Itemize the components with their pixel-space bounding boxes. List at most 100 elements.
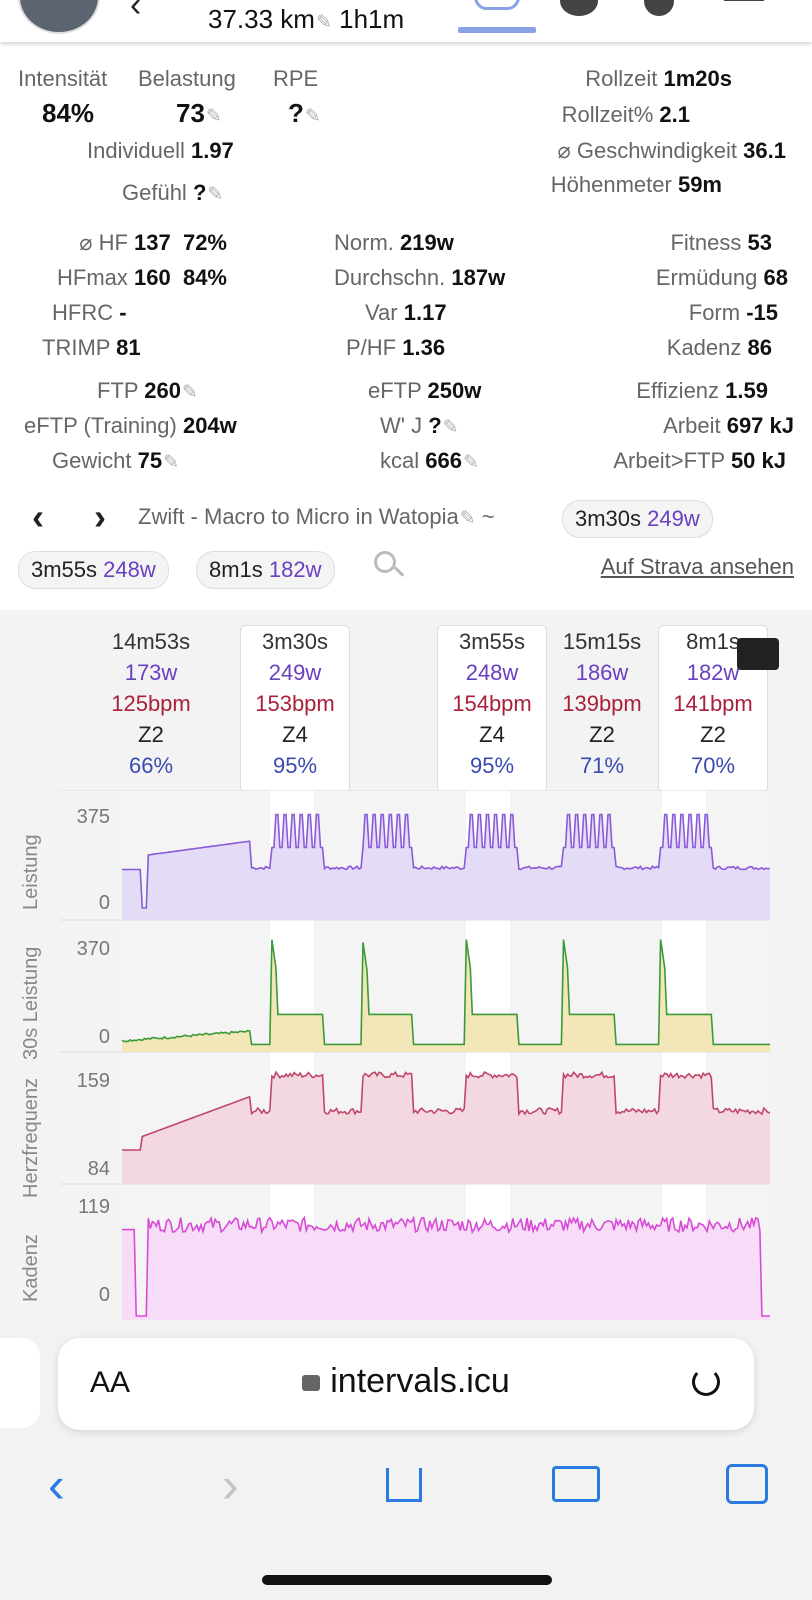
interval-watts: 186w xyxy=(575,660,629,685)
interval-pct: 70% xyxy=(690,753,736,778)
address-bar[interactable]: AA intervals.icu xyxy=(58,1338,754,1430)
interval-chip-2[interactable]: 3m55s 248w xyxy=(18,551,169,589)
stat-fitness: Fitness 53 xyxy=(670,230,772,255)
bookmarks-icon[interactable] xyxy=(552,1466,600,1502)
activity-summary: 37.33 km✎ 1h1m xyxy=(208,4,404,35)
power-line xyxy=(122,813,771,909)
tab-underline-active xyxy=(458,27,536,33)
heart-icon[interactable] xyxy=(644,0,674,16)
hr-area xyxy=(122,1072,770,1184)
interval-chip-3[interactable]: 8m1s 182w xyxy=(196,551,335,589)
activity-name[interactable]: Zwift - Macro to Micro in Watopia✎ ~ xyxy=(138,504,495,529)
stat-efficiency: Effizienz 1.59 xyxy=(636,378,768,403)
reload-icon[interactable] xyxy=(692,1368,720,1396)
tick-30s-min: 0 xyxy=(98,1026,110,1048)
interval-chip-1[interactable]: 3m30s 249w xyxy=(562,500,713,538)
stat-eftp-training: eFTP (Training) 204w xyxy=(24,413,237,438)
tick-cad-min: 0 xyxy=(98,1284,110,1306)
interval-time: 3m30s xyxy=(261,629,329,654)
interval-zone: Z4 xyxy=(479,722,505,747)
tabs-icon[interactable] xyxy=(726,1464,768,1504)
interval-zone: Z2 xyxy=(138,722,164,747)
stat-intensity-label: Intensität xyxy=(18,66,108,91)
prev-activity-chevron-icon[interactable]: ‹ xyxy=(32,496,44,537)
stat-cadence: Kadenz 86 xyxy=(666,335,772,360)
cadence-line xyxy=(122,1215,770,1317)
edit-feel-icon[interactable]: ✎ xyxy=(207,184,224,205)
interval-card-3[interactable]: 3m55s 248w 154bpm Z4 95% xyxy=(437,625,547,793)
forward-icon[interactable]: › xyxy=(222,1457,239,1513)
tick-power-max: 375 xyxy=(76,806,110,828)
interval-card-4[interactable]: 15m15s 186w 139bpm Z2 71% xyxy=(548,625,656,793)
back-icon[interactable]: ‹ xyxy=(48,1457,65,1513)
strava-link[interactable]: Auf Strava ansehen xyxy=(600,554,794,579)
stat-avg-power: Durchschn. 187w xyxy=(334,265,506,290)
interval-time: 3m55s xyxy=(458,629,526,654)
stat-work-above-ftp: Arbeit>FTP 50 kJ xyxy=(613,448,786,473)
stat-max-hr: HFmax 160 84% xyxy=(57,265,227,290)
stat-elevation: Höhenmeter 59m xyxy=(550,172,722,197)
cadence-area xyxy=(122,1217,770,1320)
tick-30s-max: 370 xyxy=(76,938,110,960)
edit-load-icon[interactable]: ✎ xyxy=(205,106,222,127)
edit-distance-icon[interactable]: ✎ xyxy=(315,12,332,33)
interval-pct: 66% xyxy=(128,753,174,778)
interval-watts: 173w xyxy=(124,660,178,685)
stat-load-value[interactable]: 73✎ xyxy=(176,98,222,128)
interval-zone: Z2 xyxy=(700,722,726,747)
stat-wprime[interactable]: W' J ?✎ xyxy=(380,413,459,438)
menu-icon[interactable] xyxy=(724,0,764,1)
interval-bpm: 153bpm xyxy=(255,691,335,716)
interval-card-1[interactable]: 14m53s 173w 125bpm Z2 66% xyxy=(92,625,210,793)
stat-rpe-value[interactable]: ?✎ xyxy=(288,98,321,128)
stat-work: Arbeit 697 kJ xyxy=(663,413,794,438)
url-text[interactable]: intervals.icu xyxy=(58,1362,754,1401)
stat-hrrc: HFRC - xyxy=(52,300,127,325)
interval-time: 8m1s xyxy=(686,629,740,654)
share-icon[interactable] xyxy=(386,1468,422,1502)
distance: 37.33 km xyxy=(208,4,315,34)
top-bar: ‹ 37.33 km✎ 1h1m xyxy=(0,0,812,42)
reader-aa-button[interactable]: AA xyxy=(90,1366,131,1399)
stat-coast-time: Rollzeit 1m20s xyxy=(585,66,732,91)
power30-area xyxy=(122,939,770,1052)
edit-name-icon[interactable]: ✎ xyxy=(459,508,476,529)
next-activity-chevron-icon[interactable]: › xyxy=(94,496,106,537)
edit-kcal-icon[interactable]: ✎ xyxy=(462,452,479,473)
stat-load-label: Belastung xyxy=(138,66,236,91)
edit-ftp-icon[interactable]: ✎ xyxy=(182,382,198,403)
stat-fatigue: Ermüdung 68 xyxy=(655,265,788,290)
interval-watts: 249w xyxy=(268,660,322,685)
stat-individual: Individuell 1.97 xyxy=(87,138,234,163)
axis-title-power: Leistung xyxy=(20,834,42,910)
bike-icon[interactable] xyxy=(474,0,520,10)
stat-weight[interactable]: Gewicht 75✎ xyxy=(52,448,180,473)
avatar[interactable] xyxy=(18,0,100,34)
interval-zone: Z4 xyxy=(282,722,308,747)
back-chevron-icon[interactable]: ‹ xyxy=(130,0,142,24)
search-icon[interactable] xyxy=(374,551,396,573)
activity-charts[interactable] xyxy=(0,790,812,1320)
stat-norm-power: Norm. 219w xyxy=(334,230,454,255)
interval-card-2[interactable]: 3m30s 249w 153bpm Z4 95% xyxy=(240,625,350,793)
interval-watts: 182w xyxy=(686,660,740,685)
previous-tab-preview[interactable] xyxy=(0,1338,40,1428)
tick-power-min: 0 xyxy=(98,892,110,914)
interval-pct: 95% xyxy=(469,753,515,778)
browser-bottom-bar: AA intervals.icu ‹ › xyxy=(0,1320,812,1600)
interval-time: 14m53s xyxy=(111,629,191,654)
search-icon-handle xyxy=(393,566,405,577)
interval-pct: 71% xyxy=(579,753,625,778)
home-indicator xyxy=(262,1575,552,1585)
tick-cad-max: 119 xyxy=(78,1196,110,1218)
comment-icon[interactable] xyxy=(737,638,779,670)
stat-feel[interactable]: Gefühl ?✎ xyxy=(122,180,224,205)
edit-weight-icon[interactable]: ✎ xyxy=(163,452,180,473)
stat-kcal[interactable]: kcal 666✎ xyxy=(380,448,479,473)
duration: 1h1m xyxy=(339,4,405,34)
lock-icon xyxy=(302,1375,321,1392)
edit-wprime-icon[interactable]: ✎ xyxy=(442,417,459,438)
edit-rpe-icon[interactable]: ✎ xyxy=(304,106,321,127)
help-icon[interactable] xyxy=(560,0,598,16)
stat-ftp[interactable]: FTP 260✎ xyxy=(97,378,198,403)
